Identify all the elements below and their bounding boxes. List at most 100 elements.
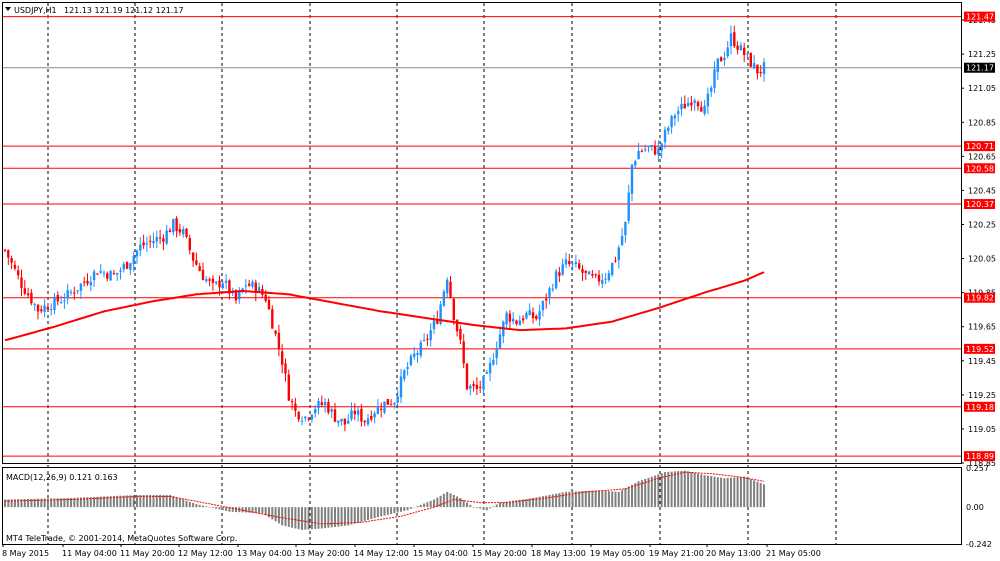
candle [719, 56, 723, 62]
candle [30, 289, 33, 306]
macd-bar [63, 498, 66, 508]
candle [512, 312, 515, 325]
candle [330, 407, 333, 418]
macd-bar [27, 498, 30, 508]
macd-bar [763, 484, 765, 508]
macd-bar [291, 507, 294, 528]
candle [700, 101, 703, 112]
candle [683, 95, 686, 109]
candle [670, 114, 673, 134]
macd-bar [475, 507, 478, 508]
macd-bar [459, 498, 462, 508]
dropdown-arrow-icon[interactable] [5, 7, 11, 11]
candle [696, 100, 700, 111]
macd-bar [221, 507, 224, 511]
macd-bar [4, 499, 6, 508]
candle [155, 230, 158, 249]
macd-bar [545, 495, 548, 508]
level-price-tag: 120.37 [964, 199, 995, 210]
candle [594, 273, 597, 279]
macd-bar [281, 507, 284, 526]
candle [432, 314, 436, 335]
candle [122, 261, 125, 273]
macd-bar [304, 507, 307, 530]
macd-bar [112, 496, 115, 508]
x-tick-label: 11 May 04:00 [62, 549, 117, 558]
macd-bar [380, 507, 383, 517]
candle [762, 58, 766, 82]
macd-bar [60, 498, 63, 508]
candle [597, 270, 601, 286]
level-price-tag: 119.52 [964, 343, 995, 354]
candle [739, 42, 743, 51]
candle [277, 324, 281, 357]
candle [205, 276, 208, 284]
candle [614, 256, 617, 263]
macd-bar [211, 507, 214, 508]
macd-bar [50, 498, 53, 508]
macd-bar [578, 491, 581, 508]
macd-histogram [4, 470, 765, 530]
macd-bar [637, 481, 640, 508]
macd-bar [479, 507, 482, 509]
x-tick-label: 14 May 12:00 [354, 549, 409, 558]
macd-bar [594, 490, 597, 508]
macd-bar [756, 481, 759, 508]
candle [119, 267, 122, 280]
macd-bar [495, 504, 498, 508]
candle [178, 223, 182, 236]
candle [191, 252, 195, 267]
macd-bar [149, 494, 152, 508]
candle [350, 402, 353, 422]
candle [624, 221, 627, 243]
macd-bar [386, 507, 389, 515]
macd-bar [522, 499, 525, 508]
candle [198, 262, 201, 272]
macd-bar [37, 498, 39, 508]
macd-bar [162, 494, 165, 508]
macd-panel-frame [2, 467, 962, 545]
macd-bar [274, 507, 277, 522]
candle [66, 283, 69, 305]
candle [535, 314, 538, 321]
candle [558, 266, 561, 282]
macd-bar [703, 475, 706, 508]
macd-bar [310, 507, 313, 530]
candle [736, 41, 739, 55]
macd-bar [439, 495, 442, 508]
macd-bar [584, 490, 587, 508]
candle [281, 344, 284, 374]
y-tick-label: 120.45 [968, 186, 996, 195]
candle [158, 229, 162, 244]
macd-bar [235, 507, 237, 513]
candle [617, 245, 620, 269]
candle [416, 350, 419, 363]
macd-bar [218, 507, 221, 510]
macd-bar [390, 507, 393, 514]
candle [195, 252, 198, 266]
macd-bar [23, 499, 26, 508]
macd-bar [716, 477, 719, 508]
macd-bar [505, 501, 508, 508]
macd-bar [109, 496, 112, 508]
macd-bar [198, 504, 201, 508]
macd-bar [165, 494, 168, 508]
candle [729, 25, 733, 55]
macd-bar [126, 495, 129, 508]
svg-text:119.52: 119.52 [966, 345, 994, 354]
macd-bar [452, 494, 455, 508]
candle [545, 293, 548, 309]
candle [578, 259, 581, 270]
candle [3, 248, 7, 253]
candle [106, 271, 109, 282]
macd-bar [178, 498, 181, 508]
macd-bar [251, 507, 254, 513]
candle [462, 333, 465, 368]
candle [469, 384, 472, 396]
candle [287, 369, 290, 402]
candle [356, 407, 360, 422]
macd-bar [746, 477, 749, 508]
candle [657, 140, 660, 162]
candle [343, 418, 347, 432]
